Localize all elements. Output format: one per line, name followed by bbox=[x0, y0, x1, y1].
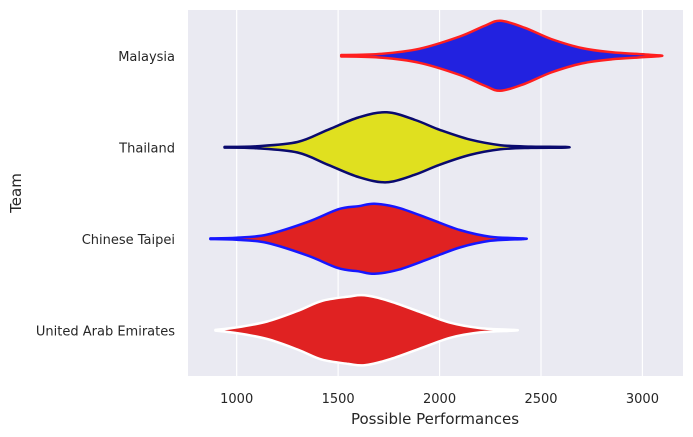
violin-malaysia bbox=[339, 19, 664, 93]
y-category-label: Malaysia bbox=[118, 50, 175, 65]
violin-united-arab-emirates bbox=[214, 293, 520, 367]
y-category-label: United Arab Emirates bbox=[36, 324, 175, 339]
violins bbox=[209, 19, 664, 367]
violin-thailand bbox=[223, 111, 571, 184]
x-tick-label: 3000 bbox=[626, 392, 659, 407]
y-axis-label: Team bbox=[7, 173, 25, 214]
x-tick-label: 2500 bbox=[524, 392, 557, 407]
plot-area bbox=[188, 10, 683, 376]
y-category-label: Thailand bbox=[118, 141, 175, 156]
x-tick-label: 1000 bbox=[220, 392, 253, 407]
y-category-label: Chinese Taipei bbox=[82, 233, 175, 248]
x-tick-labels: 1000 1500 2000 2500 3000 bbox=[220, 392, 659, 407]
violin-chinese-taipei bbox=[209, 202, 528, 276]
x-axis-label: Possible Performances bbox=[351, 410, 519, 428]
x-tick-label: 2000 bbox=[423, 392, 456, 407]
x-tick-label: 1500 bbox=[322, 392, 355, 407]
y-category-labels: Malaysia Thailand Chinese Taipei United Ara… bbox=[36, 50, 175, 340]
